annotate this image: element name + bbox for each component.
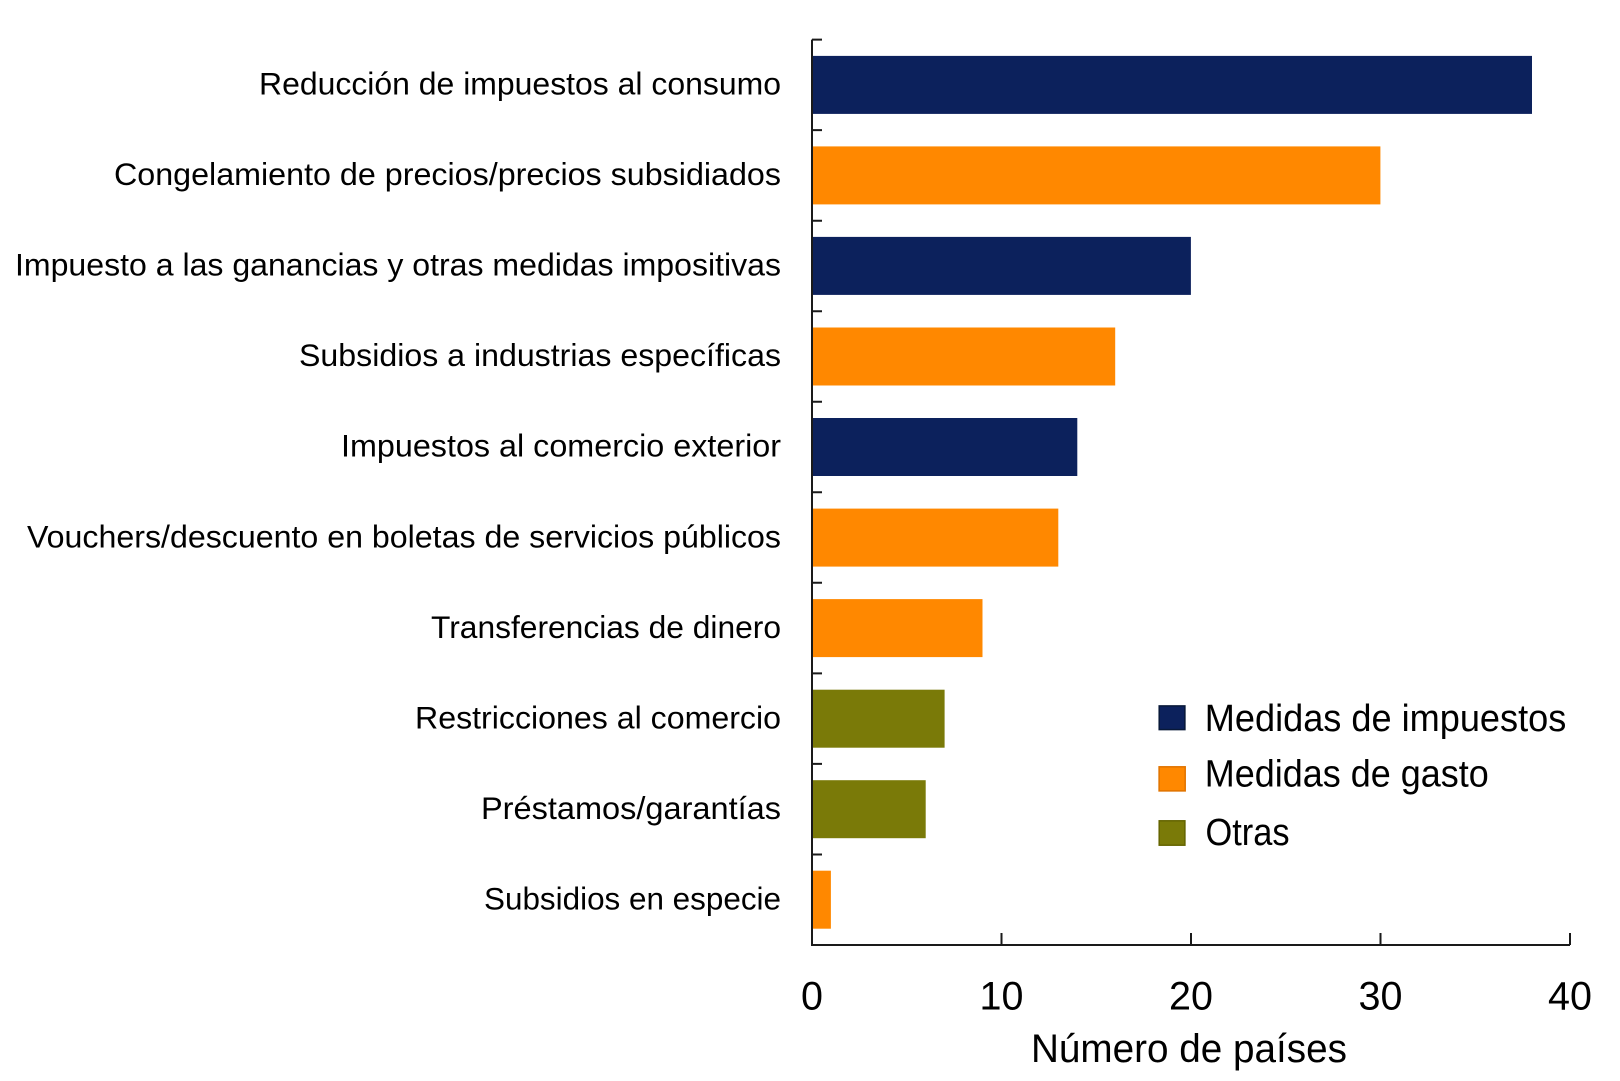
svg-text:Transferencias de dinero: Transferencias de dinero bbox=[431, 609, 781, 645]
svg-text:Restricciones al comercio: Restricciones al comercio bbox=[415, 699, 781, 735]
svg-text:Otras: Otras bbox=[1206, 812, 1290, 854]
svg-text:Subsidios en especie: Subsidios en especie bbox=[484, 880, 781, 916]
svg-text:Préstamos/garantías: Préstamos/garantías bbox=[481, 790, 781, 826]
svg-text:40: 40 bbox=[1548, 974, 1592, 1018]
svg-text:Impuestos al comercio exterior: Impuestos al comercio exterior bbox=[341, 428, 781, 464]
svg-text:0: 0 bbox=[801, 974, 823, 1018]
svg-text:30: 30 bbox=[1359, 974, 1403, 1018]
svg-text:Congelamiento de precios/preci: Congelamiento de precios/precios subsidi… bbox=[114, 156, 781, 192]
svg-text:Medidas de gasto: Medidas de gasto bbox=[1205, 753, 1489, 795]
svg-text:Número de países: Número de países bbox=[1031, 1027, 1347, 1071]
svg-text:Subsidios a industrias específ: Subsidios a industrias específicas bbox=[299, 337, 781, 373]
svg-text:Impuesto a las ganancias y otr: Impuesto a las ganancias y otras medidas… bbox=[15, 247, 781, 283]
svg-text:Vouchers/descuento en boletas: Vouchers/descuento en boletas de servici… bbox=[27, 518, 781, 554]
svg-text:10: 10 bbox=[980, 974, 1024, 1018]
svg-text:20: 20 bbox=[1169, 974, 1213, 1018]
svg-text:Medidas de impuestos: Medidas de impuestos bbox=[1205, 698, 1567, 740]
svg-text:Reducción de impuestos al cons: Reducción de impuestos al consumo bbox=[259, 66, 781, 102]
